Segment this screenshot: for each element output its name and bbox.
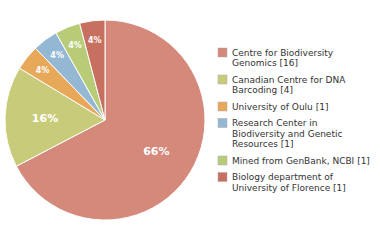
legend: Centre for BiodiversityGenomics [16] Cana… <box>218 48 370 193</box>
data-label: 16% <box>32 112 58 125</box>
legend-swatch <box>218 102 227 111</box>
legend-label: Canadian Centre for DNABarcoding [4] <box>232 75 346 96</box>
legend-swatch <box>218 173 227 182</box>
data-label: 4% <box>68 41 82 50</box>
pie <box>5 20 205 220</box>
chart-container: 66%16%4%4%4%4%Centre for BiodiversityGen… <box>0 0 380 240</box>
legend-swatch <box>218 156 227 165</box>
legend-label: University of Oulu [1] <box>232 102 328 112</box>
data-labels: 66%16%4%4%4%4% <box>32 36 170 157</box>
data-label: 4% <box>36 66 50 75</box>
legend-label: Research Center inBiodiversity and Genet… <box>232 118 342 149</box>
legend-swatch <box>218 75 227 84</box>
pie-slice <box>16 20 205 220</box>
legend-label: Centre for BiodiversityGenomics [16] <box>232 48 334 69</box>
pie-slice <box>80 20 105 120</box>
legend-label: Biology department ofUniversity of Flore… <box>232 172 346 193</box>
legend-label: Mined from GenBank, NCBI [1] <box>232 156 370 166</box>
chart: 66%16%4%4%4%4%Centre for BiodiversityGen… <box>0 0 380 240</box>
legend-swatch <box>218 119 227 128</box>
data-label: 4% <box>88 36 102 45</box>
legend-swatch <box>218 48 227 57</box>
data-label: 4% <box>50 51 64 60</box>
data-label: 66% <box>143 145 169 158</box>
